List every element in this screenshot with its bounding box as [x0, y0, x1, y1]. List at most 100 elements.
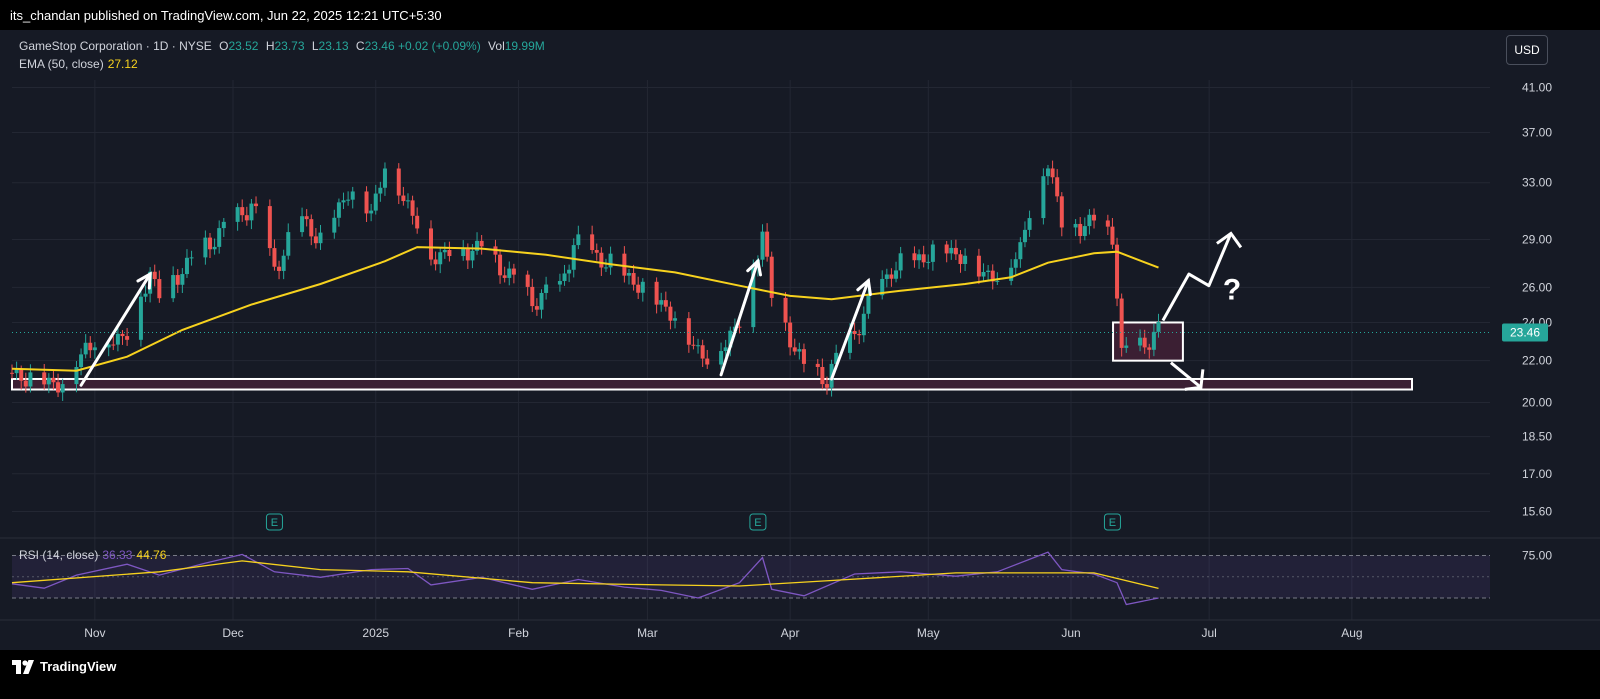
candle-body-171	[1110, 226, 1115, 245]
candle-body-172	[1115, 244, 1120, 299]
candle-body-141	[917, 254, 922, 261]
candle-body-62	[405, 200, 410, 202]
candle-body-118	[765, 231, 770, 257]
candle-body-110	[719, 351, 724, 365]
candle-body-106	[691, 344, 696, 346]
candle-body-73	[475, 240, 480, 251]
candle-body-123	[797, 349, 802, 352]
price-chart[interactable]: ?E E E41.0037.0033.0029.0026.0024.0022.002…	[0, 30, 1600, 650]
candle-body-56	[369, 210, 374, 214]
price-tick-label-10: 15.60	[1522, 505, 1552, 519]
candle-body-131	[852, 331, 857, 335]
volume-value: 19.99M	[504, 39, 545, 53]
currency-button[interactable]: USD	[1506, 35, 1548, 65]
candle-body-72	[470, 250, 475, 261]
ohlc-legend: GameStop Corporation · 1D · NYSE O23.52 …	[19, 39, 545, 53]
candle-body-78	[507, 268, 512, 278]
rsi-value: 36.33	[102, 548, 133, 562]
candle-body-93	[603, 267, 608, 269]
candle-body-63	[410, 200, 415, 216]
candle-body-3	[23, 380, 28, 387]
candle-body-153	[990, 270, 995, 282]
candle-body-119	[769, 256, 774, 298]
time-tick-label-6: May	[917, 626, 940, 640]
publish-line: its_chandan published on TradingView.com…	[10, 8, 442, 23]
candle-body-130	[847, 331, 852, 353]
candle-body-15	[106, 344, 111, 348]
publish-bar: its_chandan published on TradingView.com…	[0, 0, 1600, 30]
candle-body-74	[479, 240, 484, 247]
candle-body-20	[138, 296, 143, 340]
candle-body-169	[1092, 214, 1097, 221]
candle-body-32	[212, 246, 217, 250]
symbol-title: GameStop Corporation · 1D · NYSE	[19, 39, 212, 53]
candle-body-150	[976, 255, 981, 277]
candle-body-42	[277, 266, 282, 271]
candle-body-102	[663, 300, 668, 307]
ema-50-line	[11, 246, 1159, 372]
rsi-legend: RSI (14, close) 36.33 44.76	[19, 548, 166, 562]
volume-label: Vol	[488, 39, 505, 53]
candle-body-109	[705, 358, 710, 365]
candle-body-83	[539, 292, 544, 310]
candle-body-177	[1147, 347, 1152, 350]
candle-body-24	[157, 279, 162, 299]
candle-body-145	[944, 244, 949, 254]
candle-body-164	[1059, 196, 1064, 228]
candle-body-173	[1119, 298, 1124, 348]
candle-body-6	[46, 377, 51, 385]
candle-body-61	[401, 195, 406, 202]
tradingview-logo-icon	[12, 659, 34, 674]
candle-body-91	[594, 250, 599, 253]
candle-body-85	[557, 281, 562, 285]
candle-body-142	[921, 254, 926, 263]
price-tick-label-1: 37.00	[1522, 126, 1552, 140]
consolidation-box	[1112, 321, 1184, 362]
ema-label: EMA (50, close)	[19, 57, 104, 71]
candle-body-1	[14, 369, 19, 374]
candle-body-168	[1087, 214, 1092, 227]
candle-body-101	[659, 300, 664, 305]
candle-body-10	[74, 367, 79, 385]
chart-panel[interactable]: ? E E E 41.00 37.00 33.00 29.00 26.00 24.00 22.00 2…	[0, 30, 1600, 650]
time-tick-label-5: Apr	[781, 626, 800, 640]
candle-body-146	[949, 247, 954, 254]
candle-body-152	[986, 270, 991, 272]
candle-body-167	[1082, 226, 1087, 237]
analyst-arrow-1	[719, 259, 760, 377]
candle-body-18	[120, 333, 125, 337]
candle-body-44	[286, 232, 291, 256]
analyst-arrow-head-2	[856, 277, 872, 297]
candle-body-122	[792, 347, 797, 352]
candle-body-71	[465, 248, 470, 261]
ema-legend: EMA (50, close) 27.12	[19, 57, 138, 71]
candle-body-47	[309, 219, 314, 237]
candle-body-100	[654, 281, 659, 305]
candle-body-80	[525, 274, 530, 287]
candle-body-29	[189, 257, 194, 259]
candle-body-4	[28, 372, 33, 387]
earnings-e-icon-0: E	[271, 517, 278, 529]
candle-body-86	[562, 273, 567, 282]
candle-body-117	[760, 231, 765, 260]
price-tick-label-9: 17.00	[1522, 467, 1552, 481]
candle-body-137	[889, 274, 894, 279]
candle-body-69	[447, 249, 452, 257]
candle-body-112	[728, 330, 733, 348]
candle-body-94	[608, 253, 613, 268]
candle-body-140	[912, 253, 917, 261]
rsi-label: RSI (14, close)	[19, 548, 99, 562]
tradingview-logo[interactable]: TradingView	[12, 659, 116, 674]
candle-body-103	[668, 306, 673, 321]
candle-body-162	[1050, 168, 1055, 178]
candle-body-108	[700, 345, 705, 359]
candle-body-90	[590, 234, 595, 251]
candle-body-46	[304, 216, 309, 220]
candle-body-7	[51, 377, 56, 383]
ema-value: 27.12	[107, 57, 138, 71]
candle-body-23	[152, 271, 157, 280]
candle-body-67	[438, 252, 443, 265]
candle-body-111	[723, 347, 728, 352]
candle-body-5	[42, 372, 47, 385]
candle-body-59	[382, 168, 387, 188]
